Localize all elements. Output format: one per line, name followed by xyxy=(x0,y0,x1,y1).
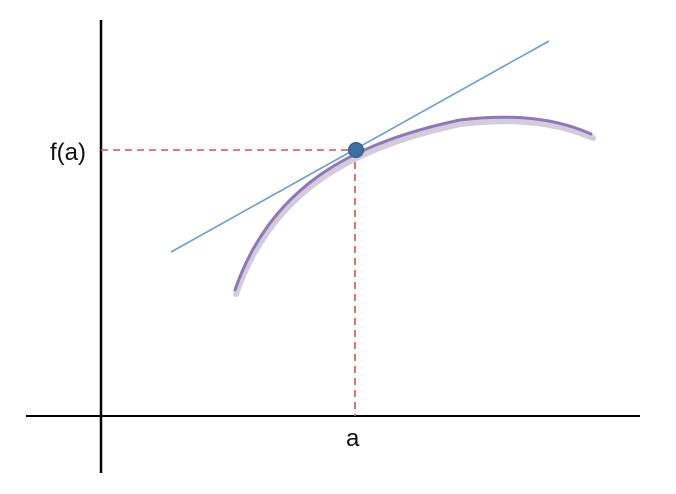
function-curve xyxy=(233,115,593,292)
function-curve-shadow xyxy=(233,118,596,297)
fa-label: f(a) xyxy=(50,139,86,166)
a-label: a xyxy=(346,425,360,452)
tangent-point xyxy=(348,142,364,158)
